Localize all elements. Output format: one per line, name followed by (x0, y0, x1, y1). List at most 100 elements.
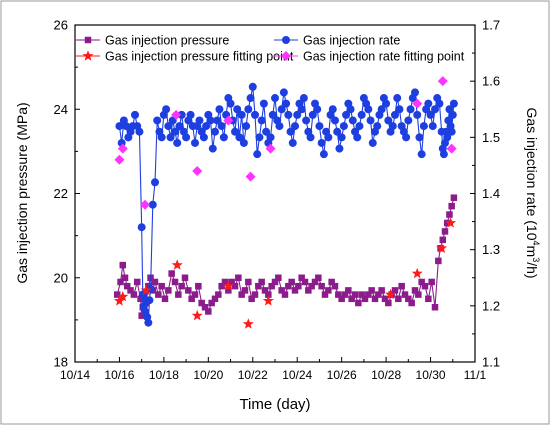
data-point (206, 116, 215, 125)
data-point (122, 122, 131, 131)
data-point (211, 127, 219, 136)
data-point (268, 110, 277, 119)
data-point (411, 88, 419, 97)
legend-item: Gas injection rate fitting point (274, 50, 465, 64)
data-point (191, 291, 199, 298)
data-point (435, 257, 442, 265)
x-tick-label: 10/26 (327, 368, 357, 382)
data-point (348, 116, 357, 125)
data-point (377, 105, 386, 114)
data-point (215, 291, 222, 298)
data-point (431, 105, 439, 114)
data-point (412, 98, 423, 109)
data-point (311, 278, 319, 286)
data-point (171, 259, 183, 270)
data-point (191, 138, 199, 147)
data-point (371, 295, 379, 303)
data-point (188, 295, 195, 303)
data-point (275, 274, 282, 281)
data-point (384, 116, 393, 125)
data-point (171, 109, 182, 120)
data-point (219, 133, 228, 142)
data-point (181, 274, 189, 281)
data-point (388, 122, 397, 131)
data-point (417, 150, 426, 159)
data-point (251, 291, 259, 298)
series-layer (113, 76, 458, 329)
left-tick-label: 22 (54, 186, 68, 201)
data-point (288, 278, 295, 286)
data-point (325, 287, 332, 294)
data-point (237, 110, 246, 119)
data-point (446, 211, 453, 218)
data-point (298, 274, 305, 281)
data-point (299, 94, 308, 103)
data-point (411, 287, 419, 294)
data-point (435, 99, 444, 108)
series-gas-injection-rate-fitting-point (114, 76, 457, 210)
data-point (151, 278, 159, 286)
data-point (448, 110, 457, 119)
x-tick-label: 10/24 (282, 368, 312, 382)
data-point (231, 282, 239, 290)
right-label-post: /h) (524, 262, 540, 278)
data-point (415, 133, 424, 142)
data-point (117, 143, 128, 154)
x-tick-label: 10/18 (149, 368, 179, 382)
data-point (293, 110, 302, 119)
data-point (153, 116, 162, 125)
data-point (165, 287, 172, 294)
left-tick-label: 26 (54, 18, 68, 33)
data-point (245, 278, 252, 286)
data-point (447, 127, 456, 136)
data-point (175, 122, 184, 131)
data-point (195, 116, 204, 125)
data-point (177, 110, 186, 119)
right-axis: 1.1 1.2 1.3 1.4 1.5 1.6 1.7 (470, 18, 500, 370)
x-tick-label: 11/1 (464, 368, 487, 382)
data-point (173, 138, 182, 147)
data-point (348, 295, 355, 303)
data-point (306, 133, 315, 142)
right-tick-label: 1.1 (482, 355, 500, 370)
data-point (185, 287, 192, 294)
data-point (217, 122, 226, 131)
data-point (278, 287, 285, 294)
data-point (424, 99, 433, 108)
data-point (381, 295, 389, 303)
right-tick-label: 1.7 (482, 18, 500, 33)
data-point (208, 144, 217, 153)
x-axis: 10/14 10/16 10/18 10/20 10/22 10/24 10/26 10/28… (60, 357, 487, 382)
legend-marker (84, 36, 92, 44)
data-point (364, 105, 373, 114)
data-point (282, 99, 291, 108)
data-point (175, 291, 182, 298)
data-point (166, 133, 175, 142)
data-point (140, 199, 150, 210)
data-point (450, 194, 458, 201)
data-point (151, 178, 159, 187)
data-point (115, 122, 124, 131)
data-point (218, 282, 225, 290)
data-point (291, 122, 299, 131)
data-point (158, 282, 165, 290)
right-label-pre: Gas injection rate (10 (524, 107, 540, 240)
legend-marker (82, 50, 94, 61)
data-point (245, 171, 256, 182)
data-point (155, 291, 162, 298)
data-point (305, 287, 312, 294)
data-point (365, 291, 372, 298)
data-point (130, 291, 138, 298)
data-point (337, 133, 346, 142)
data-point (333, 127, 342, 136)
data-point (439, 236, 447, 244)
data-point (117, 278, 124, 286)
data-point (117, 290, 129, 302)
data-point (408, 299, 415, 307)
data-point (262, 127, 271, 136)
data-point (425, 295, 432, 303)
data-point (248, 82, 257, 91)
data-point (271, 94, 279, 103)
data-point (285, 282, 292, 290)
